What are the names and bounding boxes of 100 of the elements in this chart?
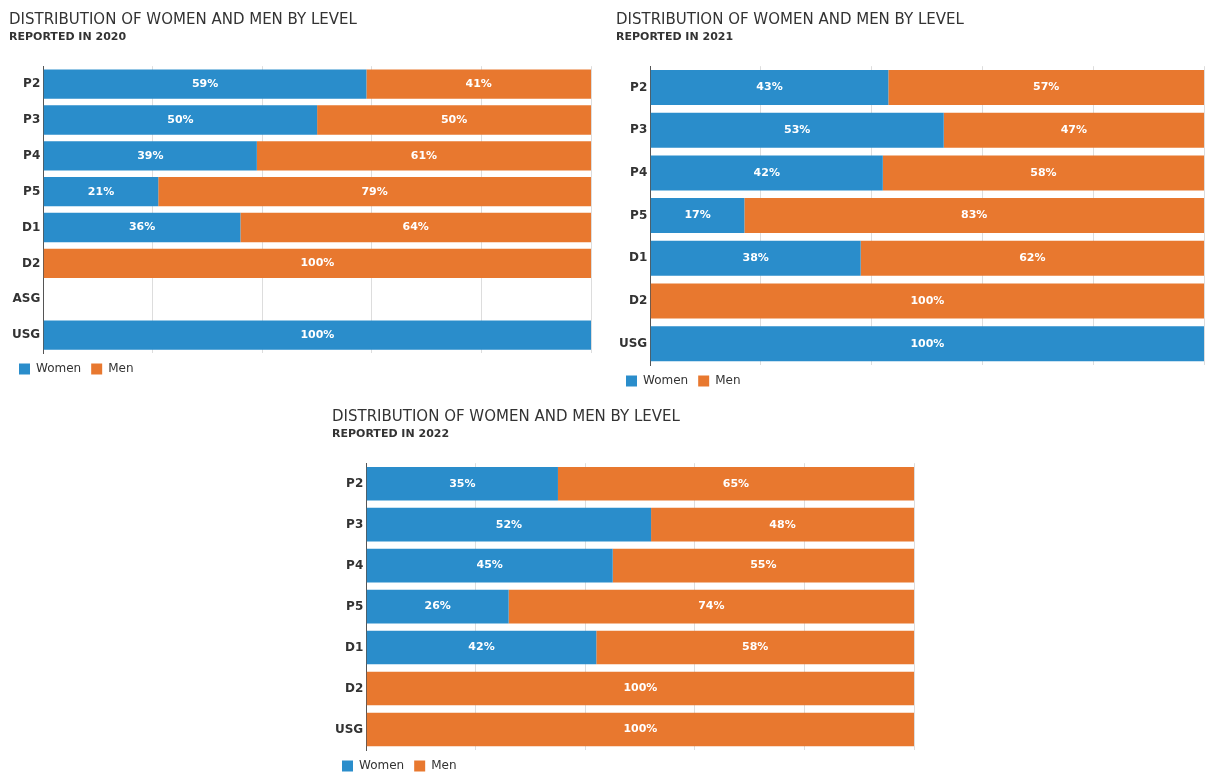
data-label: 74% [698, 599, 725, 613]
y-tick-label: USG [11, 327, 41, 342]
y-tick-label: P3 [346, 516, 364, 531]
data-label: 50% [167, 112, 194, 126]
data-label: 59% [191, 76, 219, 90]
data-label: 21% [87, 184, 115, 198]
y-tick-label: P3 [630, 122, 648, 137]
y-tick-label: P4 [23, 147, 41, 162]
y-tick-label: P4 [630, 165, 648, 180]
y-tick-label: ASG [12, 291, 41, 306]
y-tick-label: D1 [628, 250, 648, 265]
data-label: 100% [300, 327, 335, 341]
y-tick-label: P5 [630, 207, 648, 222]
bar [366, 548, 613, 583]
data-label: 55% [750, 558, 777, 572]
data-label: 62% [1019, 251, 1046, 265]
bar [943, 112, 1204, 148]
data-label: 43% [756, 80, 783, 94]
data-label: 58% [1030, 165, 1057, 179]
chart-title: DISTRIBUTION OF WOMEN AND MEN BY LEVEL [616, 9, 965, 28]
bar [366, 507, 652, 542]
legend-label: Women [36, 361, 82, 376]
chart-title: DISTRIBUTION OF WOMEN AND MEN BY LEVEL [332, 406, 681, 425]
bar [158, 176, 591, 207]
bar [888, 70, 1204, 106]
bar [43, 69, 367, 99]
y-tick-label: P5 [23, 183, 41, 198]
y-tick-label: D2 [628, 293, 648, 308]
bar [557, 466, 914, 501]
bar [43, 212, 241, 243]
data-label: 83% [961, 208, 988, 222]
legend-label: Women [359, 758, 405, 773]
data-label: 38% [742, 251, 769, 265]
data-label: 39% [137, 148, 164, 162]
bar [43, 176, 159, 207]
bar [612, 548, 914, 583]
bar [43, 248, 591, 279]
bar [650, 112, 944, 148]
bar [366, 712, 914, 747]
y-tick-label: D2 [21, 255, 41, 270]
legend-label: Women [643, 373, 689, 388]
bar [240, 212, 591, 243]
y-tick-label: USG [618, 335, 648, 350]
data-label: 79% [361, 184, 388, 198]
y-tick-label: D1 [21, 219, 41, 234]
data-label: 50% [440, 112, 468, 126]
chart-subtitle: REPORTED IN 2021 [616, 30, 734, 44]
y-tick-label: P2 [346, 475, 364, 490]
data-label: 41% [465, 76, 492, 90]
legend-label: Men [431, 758, 457, 773]
bar [882, 155, 1204, 191]
bar [651, 507, 914, 542]
data-label: 47% [1060, 123, 1088, 137]
legend-label: Men [715, 373, 741, 388]
y-tick-label: P2 [630, 79, 648, 94]
data-label: 42% [468, 640, 495, 654]
y-tick-label: P5 [346, 598, 364, 613]
data-label: 65% [722, 476, 750, 490]
y-tick-label: P4 [346, 557, 364, 572]
data-label: 58% [741, 640, 769, 654]
bar [366, 630, 597, 665]
bar [744, 198, 1204, 234]
bar [43, 320, 591, 350]
bar [43, 105, 318, 135]
bar [508, 589, 914, 624]
bar [650, 283, 1204, 319]
y-tick-label: USG [334, 721, 364, 736]
data-label: 36% [128, 220, 156, 234]
bar [366, 69, 591, 99]
data-label: 48% [769, 517, 796, 531]
data-label: 57% [1033, 80, 1060, 94]
data-label: 45% [476, 558, 503, 572]
y-tick-label: P2 [23, 76, 41, 91]
chart-subtitle: REPORTED IN 2022 [332, 427, 450, 441]
bar [650, 240, 861, 276]
bar [596, 630, 914, 665]
bar [43, 141, 257, 171]
data-label: 100% [300, 256, 335, 270]
data-label: 100% [623, 722, 658, 736]
bar [317, 105, 591, 135]
data-label: 61% [410, 148, 438, 162]
bar [860, 240, 1204, 276]
bar [650, 155, 883, 191]
chart-subtitle: REPORTED IN 2020 [9, 30, 127, 44]
data-label: 53% [784, 123, 811, 137]
y-tick-label: D2 [344, 680, 364, 695]
bar [650, 326, 1204, 362]
legend-label: Men [108, 361, 134, 376]
bar [650, 70, 889, 106]
data-label: 17% [684, 208, 711, 222]
chart-title: DISTRIBUTION OF WOMEN AND MEN BY LEVEL [9, 9, 358, 28]
bar [366, 589, 509, 624]
data-label: 100% [623, 681, 658, 695]
data-label: 35% [449, 476, 476, 490]
data-label: 26% [424, 599, 451, 613]
data-label: 42% [753, 165, 780, 179]
data-label: 52% [495, 517, 523, 531]
data-label: 100% [910, 336, 945, 350]
bar [366, 466, 558, 501]
y-tick-label: P3 [23, 112, 41, 127]
